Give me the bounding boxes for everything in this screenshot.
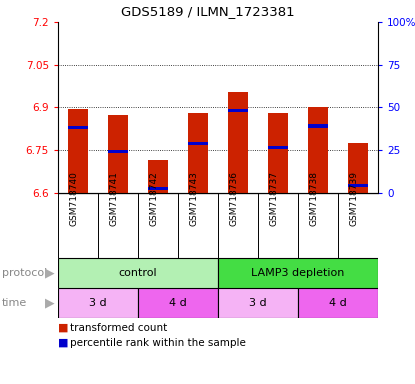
Bar <box>68 109 88 193</box>
Bar <box>228 109 248 112</box>
Bar <box>268 146 288 149</box>
Bar <box>298 288 378 318</box>
Bar <box>348 143 368 193</box>
Text: GSM718738: GSM718738 <box>309 171 318 226</box>
Bar <box>188 113 208 193</box>
Bar <box>348 184 368 187</box>
Text: GSM718740: GSM718740 <box>69 171 78 226</box>
Text: ▶: ▶ <box>45 296 55 310</box>
Text: ▶: ▶ <box>45 266 55 280</box>
Text: 4 d: 4 d <box>329 298 347 308</box>
Bar <box>108 115 128 193</box>
Bar <box>218 258 378 288</box>
Text: GSM718739: GSM718739 <box>349 171 358 226</box>
Text: GSM718741: GSM718741 <box>109 171 118 226</box>
Text: time: time <box>2 298 27 308</box>
Text: 4 d: 4 d <box>169 298 187 308</box>
Text: GSM718742: GSM718742 <box>149 171 158 225</box>
Text: GDS5189 / ILMN_1723381: GDS5189 / ILMN_1723381 <box>121 5 294 18</box>
Text: LAMP3 depletion: LAMP3 depletion <box>251 268 345 278</box>
Text: GSM718743: GSM718743 <box>189 171 198 226</box>
Bar <box>218 288 298 318</box>
Text: percentile rank within the sample: percentile rank within the sample <box>70 338 246 348</box>
Text: GSM718737: GSM718737 <box>269 171 278 226</box>
Bar <box>68 126 88 129</box>
Bar <box>228 92 248 193</box>
Text: control: control <box>119 268 157 278</box>
Text: 3 d: 3 d <box>89 298 107 308</box>
Text: 3 d: 3 d <box>249 298 267 308</box>
Text: protocol: protocol <box>2 268 47 278</box>
Text: transformed count: transformed count <box>70 323 167 333</box>
Text: ■: ■ <box>58 323 68 333</box>
Bar <box>58 288 138 318</box>
Text: GSM718736: GSM718736 <box>229 171 238 226</box>
Bar <box>188 142 208 145</box>
Bar <box>308 124 328 127</box>
Bar <box>58 258 218 288</box>
Bar <box>148 187 168 190</box>
Bar <box>308 108 328 193</box>
Bar <box>138 288 218 318</box>
Bar <box>148 160 168 193</box>
Bar <box>268 113 288 193</box>
Text: ■: ■ <box>58 338 68 348</box>
Bar <box>108 150 128 153</box>
